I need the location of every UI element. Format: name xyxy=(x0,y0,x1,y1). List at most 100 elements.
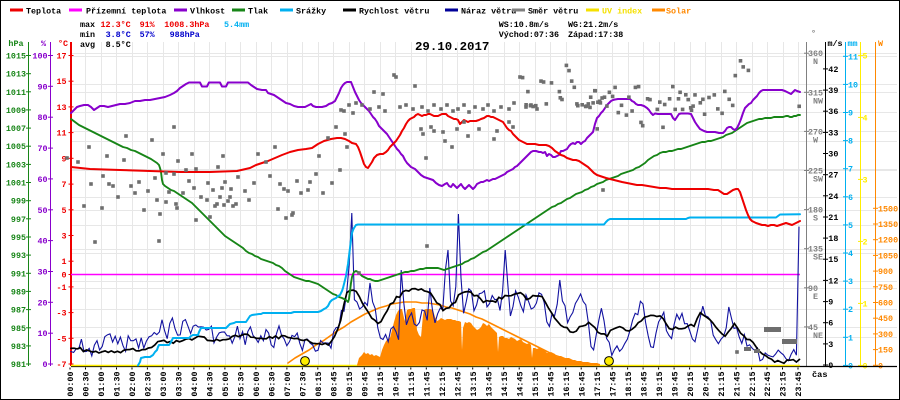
svg-text:989: 989 xyxy=(11,287,26,297)
svg-text:06:00: 06:00 xyxy=(252,372,262,397)
svg-text:avg: avg xyxy=(80,40,95,50)
svg-text:17: 17 xyxy=(56,52,66,62)
svg-text:12.3°C: 12.3°C xyxy=(101,20,131,30)
svg-text:10:15: 10:15 xyxy=(376,372,386,397)
svg-text:15:45: 15:45 xyxy=(546,372,556,397)
svg-text:NW: NW xyxy=(813,96,824,106)
svg-text:3: 3 xyxy=(61,232,66,242)
svg-text:60: 60 xyxy=(37,175,47,185)
svg-text:3: 3 xyxy=(828,340,833,350)
svg-text:10: 10 xyxy=(37,329,47,339)
svg-text:91%: 91% xyxy=(140,20,156,30)
svg-text:8.5°C: 8.5°C xyxy=(106,40,131,50)
svg-text:7: 7 xyxy=(61,180,66,190)
svg-text:11: 11 xyxy=(56,129,66,139)
svg-text:6: 6 xyxy=(848,193,853,203)
svg-text:%: % xyxy=(41,39,47,49)
svg-text:13:15: 13:15 xyxy=(469,372,479,397)
svg-text:450: 450 xyxy=(878,314,893,324)
svg-text:05:30: 05:30 xyxy=(237,372,247,397)
svg-text:-3: -3 xyxy=(56,309,66,319)
svg-text:4: 4 xyxy=(848,249,853,259)
svg-text:hPa: hPa xyxy=(8,39,23,49)
svg-text:03:30: 03:30 xyxy=(175,372,185,397)
svg-text:15: 15 xyxy=(56,77,66,87)
svg-text:995: 995 xyxy=(11,233,26,243)
svg-text:3: 3 xyxy=(863,175,868,185)
svg-text:900: 900 xyxy=(878,267,893,277)
svg-text:18:45: 18:45 xyxy=(639,372,649,397)
svg-text:02:30: 02:30 xyxy=(144,372,154,397)
svg-text:07:30: 07:30 xyxy=(299,372,309,397)
svg-text:04:30: 04:30 xyxy=(206,372,216,397)
svg-text:9: 9 xyxy=(61,154,66,164)
svg-text:11: 11 xyxy=(848,52,858,62)
svg-text:1050: 1050 xyxy=(878,251,898,261)
svg-text:15: 15 xyxy=(828,255,838,265)
svg-text:981: 981 xyxy=(11,360,26,370)
svg-text:min: min xyxy=(80,30,95,40)
svg-text:22:15: 22:15 xyxy=(748,372,758,397)
svg-text:991: 991 xyxy=(11,269,26,279)
svg-text:1500: 1500 xyxy=(878,204,898,214)
svg-text:SW: SW xyxy=(813,175,824,185)
svg-text:27: 27 xyxy=(828,171,838,181)
svg-text:315: 315 xyxy=(808,88,823,98)
svg-text:999: 999 xyxy=(11,197,26,207)
svg-text:20: 20 xyxy=(37,298,47,308)
svg-text:16:15: 16:15 xyxy=(562,372,572,397)
svg-text:21:15: 21:15 xyxy=(717,372,727,397)
svg-text:5: 5 xyxy=(848,221,853,231)
svg-text:5.4mm: 5.4mm xyxy=(224,20,249,30)
svg-text:1005: 1005 xyxy=(6,142,26,152)
svg-text:01:00: 01:00 xyxy=(97,372,107,397)
svg-text:18:15: 18:15 xyxy=(624,372,634,397)
svg-text:1013: 1013 xyxy=(6,70,26,80)
svg-text:08:45: 08:45 xyxy=(330,372,340,397)
svg-text:1: 1 xyxy=(863,299,868,309)
svg-text:985: 985 xyxy=(11,324,26,334)
svg-text:988hPa: 988hPa xyxy=(170,30,200,40)
svg-text:987: 987 xyxy=(11,306,26,316)
svg-text:57%: 57% xyxy=(140,30,156,40)
svg-text:21: 21 xyxy=(828,213,838,223)
svg-text:997: 997 xyxy=(11,215,26,225)
svg-text:4: 4 xyxy=(863,113,868,123)
svg-text:09:15: 09:15 xyxy=(345,372,355,397)
svg-text:20:45: 20:45 xyxy=(701,372,711,397)
svg-text:39: 39 xyxy=(828,86,838,96)
svg-text:12:15: 12:15 xyxy=(438,372,448,397)
svg-text:02:00: 02:00 xyxy=(128,372,138,397)
svg-text:14:45: 14:45 xyxy=(515,372,525,397)
svg-text:7: 7 xyxy=(848,165,853,175)
svg-text:1001: 1001 xyxy=(6,179,26,189)
svg-text:21:45: 21:45 xyxy=(732,372,742,397)
svg-text:17:45: 17:45 xyxy=(608,372,618,397)
svg-text:10: 10 xyxy=(848,80,858,90)
svg-text:9: 9 xyxy=(828,298,833,308)
svg-text:983: 983 xyxy=(11,342,26,352)
svg-text:04:00: 04:00 xyxy=(190,372,200,397)
svg-text:40: 40 xyxy=(37,237,47,247)
svg-text:23:45: 23:45 xyxy=(794,372,804,397)
svg-text:čas: čas xyxy=(812,370,827,380)
svg-text:360: 360 xyxy=(808,49,823,59)
svg-text:6: 6 xyxy=(828,319,833,329)
svg-text:N: N xyxy=(813,57,818,67)
svg-text:W: W xyxy=(878,39,884,49)
svg-text:42: 42 xyxy=(828,65,838,75)
svg-text:30: 30 xyxy=(37,268,47,278)
svg-text:mm: mm xyxy=(848,39,858,49)
svg-text:W: W xyxy=(813,135,819,145)
svg-text:1008.3hPa: 1008.3hPa xyxy=(164,20,209,30)
svg-text:Západ:17:38: Západ:17:38 xyxy=(568,30,623,40)
svg-text:80: 80 xyxy=(37,113,47,123)
svg-text:16:45: 16:45 xyxy=(577,372,587,397)
svg-text:2: 2 xyxy=(848,305,853,315)
svg-text:NE: NE xyxy=(813,331,823,341)
svg-text:WG:21.2m/s: WG:21.2m/s xyxy=(568,20,618,30)
svg-text:30: 30 xyxy=(828,150,838,160)
svg-text:Srážky: Srážky xyxy=(296,7,326,17)
svg-text:S: S xyxy=(813,214,818,224)
svg-text:10:45: 10:45 xyxy=(392,372,402,397)
